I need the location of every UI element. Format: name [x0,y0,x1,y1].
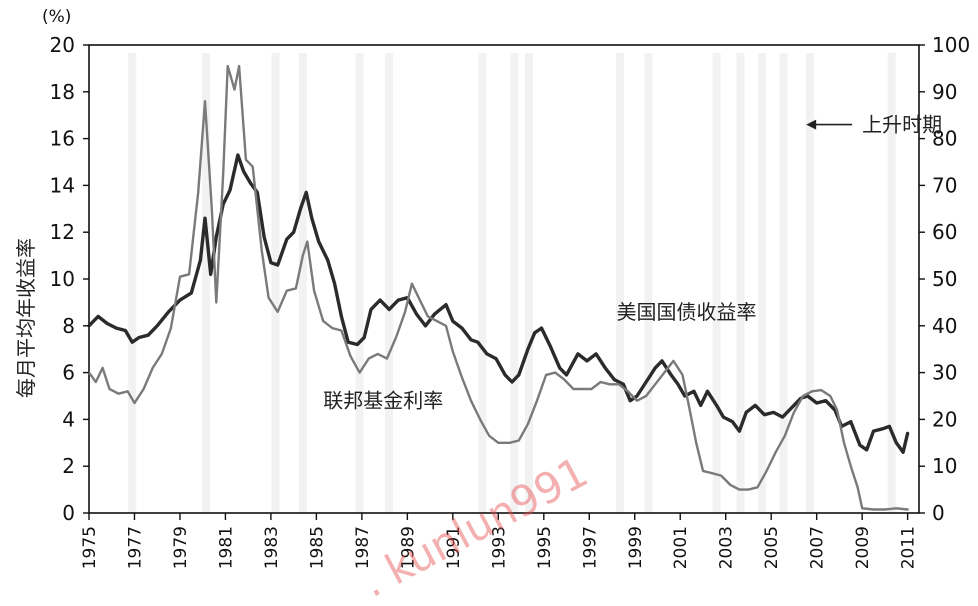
x-tick-label: 1985 [307,526,327,569]
y-tick-label: 12 [50,220,75,244]
x-tick-label: 2009 [853,526,873,569]
x-tick-label: 2001 [671,526,691,569]
y-tick-label: 4 [62,407,75,431]
y-tick-label: 14 [50,173,75,197]
y-tick-label: 16 [50,127,75,151]
y2-tick-label: 40 [932,314,957,338]
x-tick-label: 1975 [80,526,100,569]
y-tick-label: 10 [50,267,75,291]
rising-band-5 [385,53,394,513]
x-tick-label: 1991 [444,526,464,569]
x-tick-label: 1981 [216,526,236,569]
annotation-label: 上升时期 [862,113,942,137]
y-tick-label: 0 [62,501,75,525]
y2-tick-label: 60 [932,220,957,244]
rising-band-7 [510,53,519,513]
rising-band-0 [128,53,137,513]
y2-tick-label: 0 [932,501,945,525]
rising-band-10 [644,53,653,513]
rising-band-16 [887,53,896,513]
rising-band-4 [355,53,364,513]
rising-band-12 [736,53,745,513]
y2-tick-label: 20 [932,407,957,431]
y2-tick-label: 90 [932,80,957,104]
y2-tick-label: 50 [932,267,957,291]
rising-band-11 [712,53,721,513]
y2-tick-label: 80 [932,127,957,151]
x-tick-label: 1989 [398,526,418,569]
x-tick-label: 1987 [353,526,373,569]
y2-tick-label: 70 [932,173,957,197]
rising-band-1 [202,53,211,513]
right-y-axis: 0 10 20 30 40 50 60 70 80 90 100 [919,33,970,525]
x-tick-label: 2007 [808,526,828,569]
y2-tick-label: 100 [932,33,970,57]
y-tick-label: 2 [62,454,75,478]
rising-period-bands [128,53,896,513]
annotation-label: 联邦基金利率 [323,389,443,413]
rising-band-6 [478,53,487,513]
x-tick-label: 1997 [580,526,600,569]
x-tick-label: 1977 [125,526,145,569]
arrow-head-icon [806,119,817,130]
x-axis: 1975 1977 1979 1981 1983 1985 1987 1989 1991 1993… [80,513,919,569]
y-tick-label: 18 [50,80,75,104]
x-tick-label: 1999 [626,526,646,569]
y2-tick-label: 10 [932,454,957,478]
rising-band-2 [271,53,280,513]
y-tick-label: 6 [62,361,75,385]
series-line-treasury-yield [87,153,910,454]
x-tick-label: 2003 [717,526,737,569]
series-line-fed-funds-rate [87,64,909,511]
x-tick-label: 1983 [262,526,282,569]
y-tick-label: 20 [50,33,75,57]
left-y-axis: 0 2 4 6 8 10 12 14 16 18 20 [50,33,89,525]
rising-band-14 [779,53,788,513]
rising-band-15 [805,53,814,513]
annotation-label: 美国国债收益率 [617,300,757,324]
x-tick-label: 2005 [762,526,782,569]
y-axis-title: 每月平均年收益率 [14,238,38,398]
x-tick-label: 2011 [899,526,919,569]
x-tick-label: 1995 [535,526,555,569]
rising-band-13 [758,53,767,513]
x-tick-label: 1979 [171,526,191,569]
x-tick-label: 1993 [489,526,509,569]
y2-tick-label: 30 [932,361,957,385]
rising-band-8 [525,53,534,513]
y-tick-label: 8 [62,314,75,338]
y-unit-label: (%) [42,7,71,27]
rising-band-3 [298,53,307,513]
series-lines [87,64,910,511]
rising-band-9 [615,53,624,513]
